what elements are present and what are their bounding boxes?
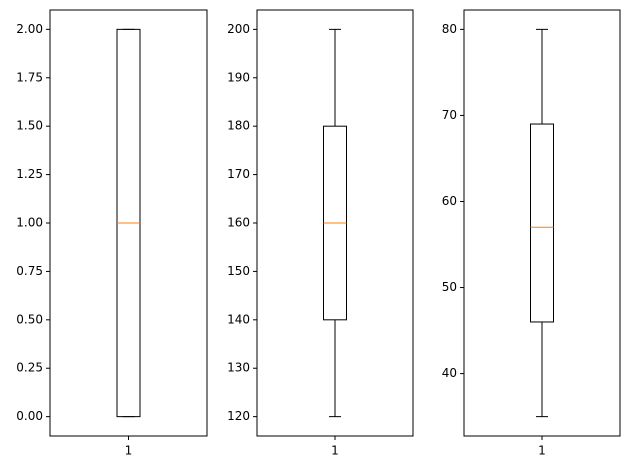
- y-tick-label: 50: [442, 280, 457, 294]
- y-tick-label: 120: [227, 409, 250, 423]
- y-tick-label: 1.75: [16, 70, 43, 84]
- y-tick-label: 1.50: [16, 119, 43, 133]
- y-tick-label: 190: [227, 70, 250, 84]
- y-tick-label: 140: [227, 312, 250, 326]
- y-tick-label: 0.00: [16, 409, 43, 423]
- y-tick-label: 80: [442, 22, 457, 36]
- x-tick-label: 1: [331, 444, 339, 458]
- y-tick-label: 70: [442, 108, 457, 122]
- x-tick-label: 1: [125, 444, 133, 458]
- box: [530, 123, 554, 323]
- y-tick-label: 1.00: [16, 216, 43, 230]
- y-tick-label: 180: [227, 119, 250, 133]
- y-tick-label: 0.50: [16, 312, 43, 326]
- y-tick-label: 0.75: [16, 264, 43, 278]
- y-tick-label: 60: [442, 194, 457, 208]
- axes-frame: [463, 9, 621, 437]
- y-tick-label: 170: [227, 167, 250, 181]
- y-tick-label: 1.25: [16, 167, 43, 181]
- axes-frame: [256, 9, 414, 437]
- y-tick-label: 200: [227, 22, 250, 36]
- axes-frame: [49, 9, 208, 437]
- y-tick-label: 160: [227, 216, 250, 230]
- x-tick-label: 1: [538, 444, 546, 458]
- y-tick-label: 150: [227, 264, 250, 278]
- y-tick-label: 2.00: [16, 22, 43, 36]
- y-tick-label: 0.25: [16, 361, 43, 375]
- y-tick-label: 130: [227, 361, 250, 375]
- y-tick-label: 40: [442, 366, 457, 380]
